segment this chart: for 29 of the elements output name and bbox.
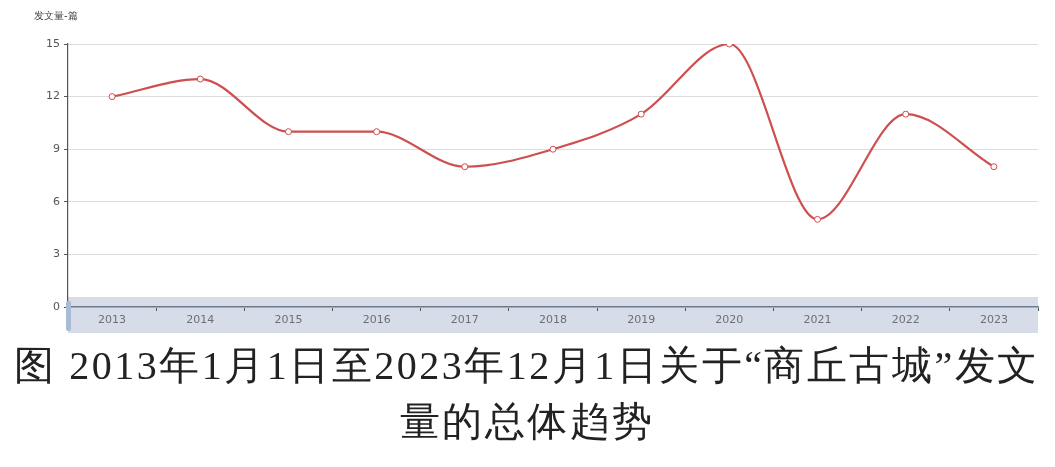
point (990, 163, 998, 171)
y-axis-title: 发文量-篇 (34, 9, 78, 23)
y-tick-label: 15 (46, 36, 60, 50)
point (284, 128, 292, 136)
point (108, 93, 116, 101)
caption: 图 2013年1月1日至2023年12月1日关于“商丘古城”发文量的总体趋势 (13, 342, 1041, 446)
x-tick-label: 2021 (803, 313, 832, 327)
x-tick-label: 2016 (362, 313, 391, 327)
x-tick-label: 2018 (539, 313, 567, 327)
y-tick-label: 6 (53, 194, 60, 208)
x-tick-label: 2019 (627, 313, 656, 327)
y-tick-label: 12 (46, 89, 60, 103)
x-tick-label: 2014 (186, 313, 215, 327)
y-tick-label: 3 (53, 247, 60, 261)
x-tick-label: 2023 (979, 313, 1008, 327)
y-tick-label: 9 (53, 142, 60, 156)
x-tick-label: 2022 (891, 313, 920, 327)
x-tick-label: 2020 (715, 313, 744, 327)
x-tick-label: 2013 (98, 313, 127, 327)
point (549, 145, 557, 153)
y-tick-label: 0 (53, 299, 60, 313)
point (637, 110, 645, 118)
point (196, 75, 204, 83)
point (373, 128, 381, 136)
point (814, 215, 822, 223)
x-tick-label: 2015 (274, 313, 303, 327)
x-tick-label: 2017 (450, 313, 479, 327)
point (461, 163, 469, 171)
point (902, 110, 910, 118)
